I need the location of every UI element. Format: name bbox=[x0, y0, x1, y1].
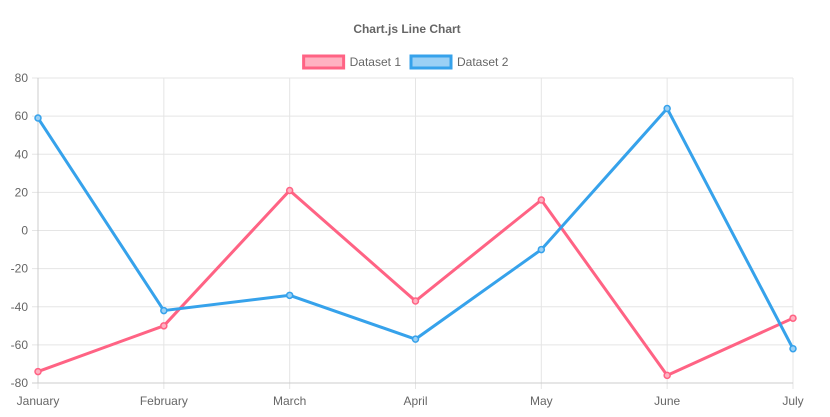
x-tick-label: June bbox=[654, 394, 680, 408]
data-point[interactable] bbox=[789, 314, 797, 322]
grid-layer bbox=[32, 77, 794, 389]
y-tick-label: 60 bbox=[15, 109, 29, 123]
data-point[interactable] bbox=[537, 245, 546, 254]
legend-item-dataset-1[interactable]: Dataset 1 bbox=[302, 54, 402, 70]
data-point[interactable] bbox=[285, 291, 294, 300]
data-point[interactable] bbox=[285, 186, 294, 195]
y-tick-label: -60 bbox=[11, 338, 29, 352]
data-point[interactable] bbox=[160, 306, 168, 315]
x-tick-label: May bbox=[530, 394, 553, 408]
x-tick-label: April bbox=[403, 394, 427, 408]
y-tick-label: -40 bbox=[11, 300, 29, 314]
legend-label: Dataset 2 bbox=[457, 55, 509, 69]
y-tick-label: 0 bbox=[21, 224, 28, 238]
data-point[interactable] bbox=[537, 196, 546, 204]
axis-layer: 80 60 40 20 0 -20 -40 -60 -80 January February Marc… bbox=[11, 71, 804, 408]
y-tick-label: 40 bbox=[15, 147, 29, 161]
chart-title: Chart.js Line Chart bbox=[353, 22, 460, 36]
data-point[interactable] bbox=[411, 335, 420, 343]
data-point[interactable] bbox=[34, 114, 42, 122]
y-tick-label: 20 bbox=[15, 185, 29, 199]
x-tick-label: February bbox=[140, 394, 188, 408]
series-layer bbox=[34, 104, 797, 380]
legend[interactable]: Dataset 1 Dataset 2 bbox=[302, 54, 509, 70]
data-point[interactable] bbox=[663, 371, 671, 380]
data-point[interactable] bbox=[160, 322, 168, 330]
legend-item-dataset-2[interactable]: Dataset 2 bbox=[409, 54, 509, 70]
legend-swatch bbox=[409, 54, 453, 70]
legend-swatch bbox=[302, 54, 346, 70]
y-tick-label: -80 bbox=[11, 376, 29, 390]
data-point[interactable] bbox=[34, 367, 42, 376]
data-point[interactable] bbox=[789, 344, 797, 353]
data-point[interactable] bbox=[411, 297, 420, 305]
data-point[interactable] bbox=[663, 104, 671, 113]
legend-label: Dataset 1 bbox=[350, 55, 402, 69]
x-tick-label: January bbox=[17, 394, 60, 408]
y-tick-label: -20 bbox=[11, 262, 29, 276]
y-tick-label: 80 bbox=[15, 71, 29, 85]
x-tick-label: July bbox=[782, 394, 803, 408]
x-tick-label: March bbox=[273, 394, 306, 408]
